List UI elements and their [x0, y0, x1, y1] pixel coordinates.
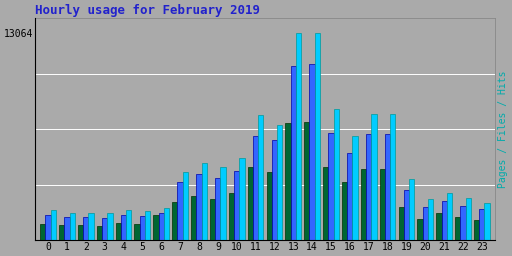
Bar: [390, 114, 395, 240]
Bar: [385, 134, 390, 240]
Bar: [366, 134, 371, 240]
Bar: [447, 193, 452, 240]
Bar: [164, 208, 169, 240]
Bar: [234, 171, 239, 240]
Bar: [347, 153, 352, 240]
Bar: [334, 109, 339, 240]
Bar: [417, 219, 422, 240]
Bar: [89, 213, 94, 240]
Text: Hourly usage for February 2019: Hourly usage for February 2019: [35, 4, 260, 17]
Bar: [352, 136, 358, 240]
Bar: [484, 203, 490, 240]
Bar: [172, 202, 178, 240]
Bar: [409, 179, 414, 240]
Bar: [323, 167, 328, 240]
Bar: [361, 169, 366, 240]
Bar: [78, 225, 83, 240]
Bar: [178, 182, 183, 240]
Bar: [371, 114, 377, 240]
Bar: [183, 172, 188, 240]
Y-axis label: Pages / Files / Hits: Pages / Files / Hits: [498, 71, 508, 188]
Bar: [126, 210, 132, 240]
Bar: [51, 210, 56, 240]
Bar: [379, 169, 385, 240]
Bar: [215, 178, 221, 240]
Bar: [309, 64, 315, 240]
Bar: [474, 220, 479, 240]
Bar: [258, 115, 264, 240]
Bar: [202, 163, 207, 240]
Bar: [328, 133, 334, 240]
Bar: [342, 182, 347, 240]
Bar: [465, 198, 471, 240]
Bar: [277, 125, 282, 240]
Bar: [398, 207, 404, 240]
Bar: [221, 167, 226, 240]
Bar: [455, 217, 460, 240]
Bar: [135, 224, 140, 240]
Bar: [253, 136, 258, 240]
Bar: [196, 174, 202, 240]
Bar: [65, 217, 70, 240]
Bar: [229, 193, 234, 240]
Bar: [296, 33, 301, 240]
Bar: [267, 172, 272, 240]
Bar: [239, 158, 245, 240]
Bar: [479, 209, 484, 240]
Bar: [248, 167, 253, 240]
Bar: [46, 215, 51, 240]
Bar: [404, 190, 409, 240]
Bar: [154, 215, 159, 240]
Bar: [121, 215, 126, 240]
Bar: [140, 216, 145, 240]
Bar: [116, 223, 121, 240]
Bar: [436, 214, 441, 240]
Bar: [428, 199, 433, 240]
Bar: [145, 211, 151, 240]
Bar: [40, 224, 46, 240]
Bar: [97, 226, 102, 240]
Bar: [191, 196, 196, 240]
Bar: [441, 201, 447, 240]
Bar: [210, 199, 215, 240]
Bar: [59, 225, 65, 240]
Bar: [285, 123, 291, 240]
Bar: [315, 33, 320, 240]
Bar: [70, 213, 75, 240]
Bar: [460, 206, 465, 240]
Bar: [272, 141, 277, 240]
Bar: [291, 66, 296, 240]
Bar: [159, 213, 164, 240]
Bar: [102, 218, 108, 240]
Bar: [422, 207, 428, 240]
Bar: [304, 122, 309, 240]
Bar: [83, 217, 89, 240]
Bar: [108, 214, 113, 240]
